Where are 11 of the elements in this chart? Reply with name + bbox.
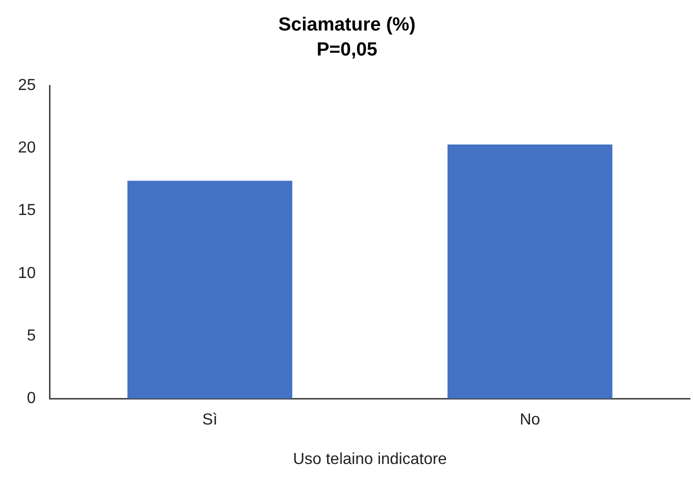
chart-title: Sciamature (%): [278, 14, 416, 36]
y-tick-label: 10: [18, 264, 36, 282]
y-tick-label: 15: [18, 202, 36, 220]
x-tick-label: Sì: [202, 412, 218, 429]
chart-subtitle: P=0,05: [316, 39, 378, 60]
y-tick-label: 5: [26, 327, 36, 344]
x-tick-label: No: [520, 412, 540, 429]
y-tick-label: 20: [18, 140, 36, 157]
y-tick-label: 0: [26, 390, 36, 408]
x-axis-title: Uso telaino indicatore: [292, 450, 447, 468]
y-tick-label: 25: [18, 77, 36, 94]
